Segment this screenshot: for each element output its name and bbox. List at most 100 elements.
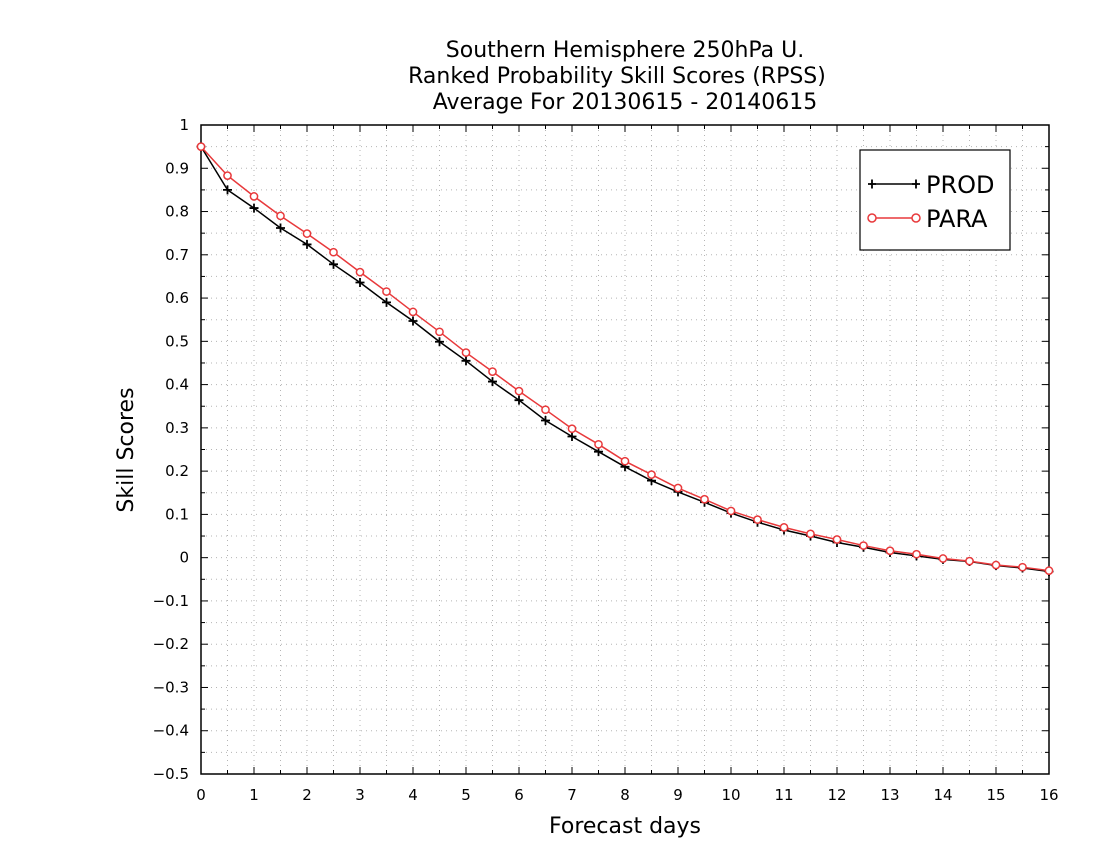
x-tick-label: 3	[355, 786, 365, 804]
x-tick-label: 1	[249, 786, 259, 804]
x-tick-label: 12	[827, 786, 846, 804]
data-point-para	[461, 348, 471, 357]
x-tick-label: 15	[986, 786, 1005, 804]
x-tick-label: 7	[567, 786, 577, 804]
data-point-para	[938, 554, 948, 563]
data-point-para	[620, 456, 630, 466]
y-tick-labels: 1 0.9 0.8 0.7 0.6 0.5 0.4 0.3 0.2 0.1 0 −0.1 −0.2 −0.…	[153, 116, 189, 783]
y-tick-label: 1	[179, 116, 189, 134]
data-point-para	[832, 535, 842, 544]
data-point-para	[965, 556, 974, 566]
title-line-3: Average For 20130615 - 20140615	[433, 90, 818, 115]
data-point-prod	[329, 259, 338, 269]
x-tick-label: 14	[933, 786, 952, 804]
x-tick-label: 8	[620, 786, 630, 804]
data-point-prod	[461, 356, 471, 366]
x-tick-label: 11	[774, 786, 793, 804]
data-point-prod	[514, 395, 524, 405]
y-tick-label: −0.2	[153, 635, 189, 653]
chart-title: Southern Hemisphere 250hPa U. Ranked Pro…	[408, 38, 826, 115]
x-tick-labels: 0 1 2 3 4 5 6 7 8 9 10 11 12 13 14 15 16	[196, 786, 1058, 804]
data-point-para	[196, 142, 206, 151]
y-tick-label: 0.4	[165, 376, 189, 394]
data-point-para	[1044, 566, 1054, 575]
data-point-prod	[382, 297, 391, 307]
data-point-para	[329, 247, 338, 257]
data-point-prod	[567, 432, 577, 442]
legend-box	[859, 149, 1011, 251]
data-point-prod	[435, 337, 444, 347]
x-tick-label: 13	[880, 786, 899, 804]
data-point-para	[541, 405, 550, 415]
plot-frame	[200, 124, 1050, 775]
grid	[201, 125, 1049, 774]
y-tick-label: −0.5	[153, 765, 189, 783]
legend-item-prod: PROD	[868, 171, 995, 199]
x-tick-label: 4	[408, 786, 418, 804]
data-point-para	[302, 229, 312, 238]
data-point-para	[647, 470, 656, 479]
data-point-prod	[488, 377, 497, 387]
y-tick-label: 0.7	[165, 246, 189, 264]
legend-label-para: PARA	[926, 205, 988, 233]
y-tick-label: 0.1	[165, 505, 189, 523]
data-point-para	[514, 386, 524, 396]
data-point-para	[594, 439, 603, 449]
data-point-prod	[223, 185, 232, 195]
x-tick-label: 16	[1039, 786, 1058, 804]
data-point-para	[223, 171, 232, 180]
data-point-para	[859, 541, 868, 550]
legend-marker-prod	[868, 179, 920, 189]
title-line-2: Ranked Probability Skill Scores (RPSS)	[408, 64, 826, 89]
data-point-para	[488, 367, 497, 376]
y-tick-label: 0.9	[165, 159, 189, 177]
y-tick-label: 0.5	[165, 332, 189, 350]
data-point-prod	[541, 416, 550, 426]
x-tick-label: 5	[461, 786, 471, 804]
series	[196, 142, 1054, 577]
legend-label-prod: PROD	[926, 171, 995, 199]
data-point-prod	[594, 447, 603, 457]
y-tick-label: 0	[179, 549, 189, 567]
data-point-para	[806, 529, 815, 539]
y-tick-label: −0.4	[153, 722, 189, 740]
series-para	[196, 142, 1054, 575]
y-tick-label: 0.3	[165, 419, 189, 437]
data-point-para	[1018, 562, 1027, 572]
data-point-para	[249, 192, 259, 201]
data-point-para	[673, 483, 683, 493]
data-point-para	[912, 549, 921, 559]
legend-items: PROD PARA	[867, 171, 995, 233]
legend-marker-para	[867, 213, 877, 223]
data-point-para	[753, 515, 762, 524]
data-point-prod	[249, 203, 259, 213]
data-point-para	[700, 494, 709, 504]
data-point-para	[885, 546, 895, 556]
x-tick-label: 10	[721, 786, 740, 804]
y-axis-title: Skill Scores	[114, 387, 139, 512]
x-tick-label: 9	[673, 786, 683, 804]
x-tick-label: 2	[302, 786, 312, 804]
y-tick-label: 0.2	[165, 462, 189, 480]
title-line-1: Southern Hemisphere 250hPa U.	[446, 38, 804, 63]
legend-item-para: PARA	[867, 205, 988, 233]
data-point-para	[991, 560, 1001, 570]
legend-marker-para	[911, 213, 921, 223]
x-axis-title: Forecast days	[549, 814, 701, 839]
data-point-para	[779, 523, 789, 532]
y-tick-label: 0.6	[165, 289, 189, 307]
data-point-para	[408, 307, 418, 317]
legend: PROD PARA	[859, 149, 1011, 251]
y-tick-label: 0.8	[165, 203, 189, 221]
data-point-para	[567, 424, 577, 434]
y-tick-label: −0.3	[153, 678, 189, 696]
x-tick-label: 6	[514, 786, 524, 804]
data-point-para	[276, 211, 285, 221]
data-point-prod	[276, 223, 285, 233]
data-point-para	[355, 267, 365, 277]
data-point-para	[382, 287, 391, 296]
data-point-prod	[355, 277, 365, 287]
data-point-prod	[408, 316, 418, 326]
y-tick-label: −0.1	[153, 592, 189, 610]
